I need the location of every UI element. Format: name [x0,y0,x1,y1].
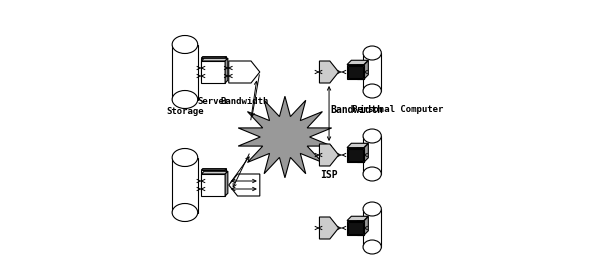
Polygon shape [202,61,225,83]
Polygon shape [357,216,368,221]
Polygon shape [348,222,363,235]
Polygon shape [363,209,382,247]
Polygon shape [172,158,198,213]
Polygon shape [357,144,368,148]
Polygon shape [363,53,382,91]
Polygon shape [319,144,338,166]
Polygon shape [225,171,228,196]
Text: Bandwidth: Bandwidth [330,105,383,115]
Polygon shape [357,65,364,79]
Polygon shape [364,61,368,79]
Ellipse shape [172,204,198,221]
Polygon shape [202,170,225,192]
Ellipse shape [363,129,382,143]
Polygon shape [347,60,368,65]
Polygon shape [202,57,226,58]
Polygon shape [347,148,364,162]
Polygon shape [202,58,225,80]
Polygon shape [202,58,228,61]
Ellipse shape [363,46,382,60]
Text: Server: Server [197,97,229,106]
Text: Storage: Storage [166,107,204,116]
Polygon shape [229,61,260,83]
Ellipse shape [172,36,198,53]
Polygon shape [347,221,364,235]
Ellipse shape [363,84,382,98]
Polygon shape [172,44,198,99]
Polygon shape [348,65,363,78]
Polygon shape [357,148,364,162]
Polygon shape [229,174,260,196]
Polygon shape [364,216,368,235]
Polygon shape [202,174,225,196]
Polygon shape [225,169,226,192]
Polygon shape [357,61,368,65]
Polygon shape [202,171,228,174]
Polygon shape [363,136,382,174]
Ellipse shape [363,240,382,254]
Polygon shape [238,96,332,178]
Polygon shape [347,143,368,148]
Text: Bandwidth: Bandwidth [220,97,268,106]
Polygon shape [364,144,368,162]
Polygon shape [225,58,228,83]
Text: Personal Computer: Personal Computer [352,105,443,114]
Polygon shape [348,149,363,161]
Polygon shape [319,217,338,239]
Polygon shape [225,57,226,80]
Polygon shape [202,169,226,170]
Polygon shape [347,216,368,221]
Polygon shape [347,65,364,79]
Text: ISP: ISP [320,170,338,180]
Ellipse shape [363,202,382,216]
Polygon shape [357,221,364,235]
Ellipse shape [363,167,382,181]
Ellipse shape [172,149,198,167]
Polygon shape [319,61,338,83]
Ellipse shape [172,90,198,109]
